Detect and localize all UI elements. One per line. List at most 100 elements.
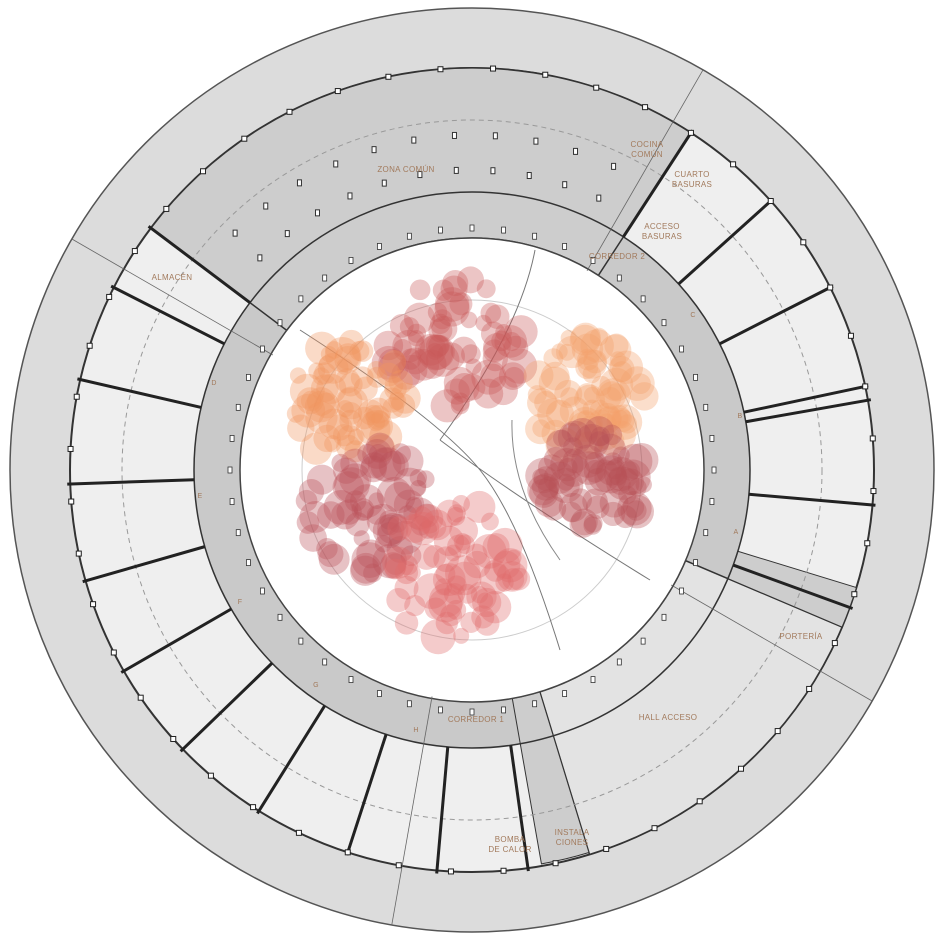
tree-foliage — [323, 490, 359, 525]
facade-post — [774, 728, 781, 735]
tree-foliage — [460, 611, 482, 633]
tree-foliage — [582, 488, 608, 514]
tree-foliage — [384, 377, 407, 401]
facade-post — [737, 765, 744, 772]
tree-foliage — [475, 314, 492, 332]
tree-foliage — [316, 373, 347, 404]
tree-foliage — [617, 491, 652, 526]
tree-foliage — [337, 387, 363, 413]
tree-foliage — [299, 432, 333, 465]
tree-foliage — [600, 501, 626, 527]
tree-foliage — [493, 548, 528, 583]
facade-post — [73, 393, 80, 400]
tree-foliage — [527, 474, 558, 506]
tree-foliage — [308, 362, 326, 380]
wall — [435, 746, 450, 874]
room-label: BOMBA — [495, 835, 526, 844]
tree-foliage — [356, 539, 386, 569]
tree-foliage — [597, 428, 625, 456]
courtyard-path — [301, 299, 643, 641]
tree-foliage — [289, 367, 307, 384]
tree-foliage — [531, 473, 560, 501]
column — [348, 257, 354, 264]
tree-foliage — [430, 389, 464, 423]
tree-foliage — [403, 497, 436, 530]
tree-foliage — [561, 501, 582, 523]
tree-foliage — [608, 355, 635, 383]
column — [679, 345, 684, 353]
room-label: ZONA COMÚN — [377, 165, 434, 174]
tree-foliage — [503, 335, 529, 361]
column — [492, 132, 498, 140]
column — [298, 295, 304, 303]
tree-foliage — [611, 409, 635, 433]
tree-foliage — [379, 510, 399, 530]
axis-line — [670, 584, 873, 702]
tree-foliage — [606, 405, 631, 429]
tree-foliage — [446, 599, 467, 620]
tree-foliage — [480, 363, 505, 388]
column — [406, 232, 412, 240]
tree-foliage — [484, 559, 507, 582]
tree-foliage — [397, 555, 418, 576]
tree-foliage — [313, 424, 341, 453]
tree-foliage — [335, 386, 369, 420]
column — [661, 613, 667, 621]
tree-foliage — [409, 469, 428, 487]
tree-foliage — [557, 473, 575, 491]
facade-post — [447, 868, 454, 875]
tree-foliage — [306, 464, 337, 495]
tree-foliage — [560, 387, 579, 406]
column — [590, 257, 596, 264]
tree-foliage — [345, 512, 370, 537]
tree-foliage — [603, 452, 623, 472]
entrance-mark: A — [734, 529, 739, 536]
wall — [256, 704, 326, 815]
column — [227, 466, 233, 474]
tree-foliage — [589, 327, 609, 347]
wall — [719, 284, 834, 346]
tree-foliage — [433, 525, 465, 557]
tree-foliage — [559, 476, 580, 497]
column — [640, 637, 646, 645]
column — [246, 559, 251, 567]
tree-foliage — [576, 409, 596, 429]
tree-foliage — [351, 542, 388, 578]
tree-foliage — [457, 583, 478, 604]
tree-foliage — [367, 413, 386, 432]
wall — [147, 225, 251, 304]
facade-post — [207, 772, 214, 779]
tree-foliage — [414, 503, 439, 528]
tree-foliage — [361, 452, 388, 479]
tree-foliage — [425, 334, 449, 358]
column — [229, 435, 235, 442]
tree-foliage — [304, 390, 337, 423]
tree-foliage — [584, 451, 607, 475]
facade-post — [286, 108, 293, 115]
column — [229, 498, 235, 505]
tree-foliage — [559, 396, 590, 427]
tree-foliage — [480, 302, 502, 324]
column — [376, 243, 382, 250]
tree-foliage — [471, 534, 507, 569]
room-label: COMÚN — [631, 150, 663, 159]
tree-foliage — [607, 383, 625, 401]
column — [260, 587, 265, 595]
tree-foliage — [567, 406, 603, 442]
tree-foliage — [583, 386, 601, 404]
axis-line — [391, 696, 433, 926]
tree-foliage — [583, 459, 607, 483]
tree-foliage — [317, 352, 349, 384]
column — [348, 676, 354, 683]
tree-foliage — [611, 361, 633, 383]
tree-foliage — [310, 374, 339, 403]
column — [562, 690, 568, 697]
tree-foliage — [613, 505, 637, 529]
tree-foliage — [603, 456, 639, 492]
tree-foliage — [384, 481, 416, 514]
tree-foliage — [378, 450, 409, 481]
axis-line — [71, 238, 274, 356]
tree-foliage — [305, 331, 339, 366]
column — [381, 179, 387, 187]
tree-foliage — [495, 573, 514, 592]
